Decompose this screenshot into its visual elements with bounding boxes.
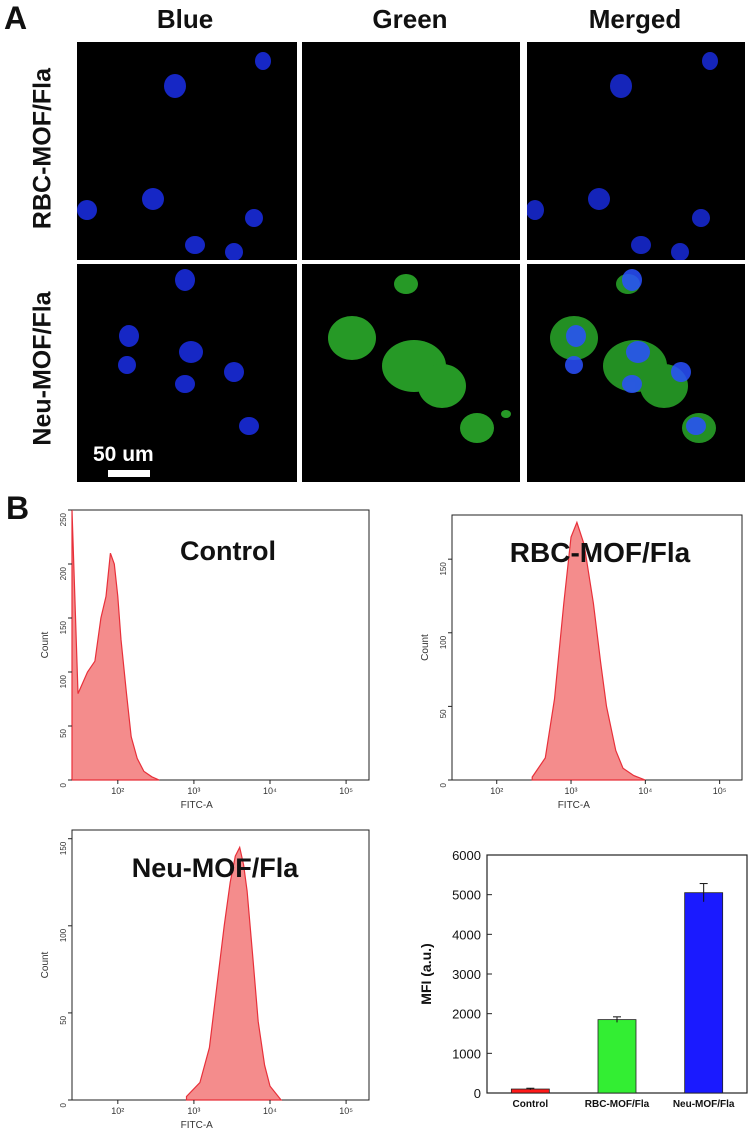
histogram-0-xlabel: FITC-A bbox=[181, 800, 214, 811]
scale-bar-label: 50 um bbox=[93, 443, 154, 466]
panel-a-letter: A bbox=[4, 0, 28, 36]
mfi-ytick-label-2: 2000 bbox=[452, 1007, 481, 1022]
histogram-0-xtick-label-2: 10⁴ bbox=[263, 786, 277, 796]
mfi-ytick-label-3: 3000 bbox=[452, 967, 481, 982]
histogram-2-ytick-label-3: 150 bbox=[59, 841, 68, 855]
mfi-xtick-label-1: RBC-MOF/Fla bbox=[585, 1099, 650, 1110]
mfi-xtick-label-0: Control bbox=[513, 1099, 549, 1110]
histogram-2-xlabel: FITC-A bbox=[181, 1120, 214, 1131]
histogram-0-xtick-label-1: 10³ bbox=[187, 786, 200, 796]
histogram-1-ytick-label-3: 150 bbox=[439, 562, 448, 576]
histogram-1-xtick-label-3: 10⁵ bbox=[713, 786, 727, 796]
histogram-0-ytick-label-0: 0 bbox=[59, 782, 68, 787]
histogram-0-ytick-label-5: 250 bbox=[59, 512, 68, 526]
histogram-0-xtick-label-3: 10⁵ bbox=[339, 786, 353, 796]
histogram-0-ylabel: Count bbox=[40, 631, 51, 658]
histogram-2-ytick-label-0: 0 bbox=[59, 1102, 68, 1107]
column-header-blue: Blue bbox=[156, 4, 214, 34]
micrograph-rbc-green bbox=[302, 42, 520, 260]
mfi-ytick-label-1: 1000 bbox=[452, 1046, 481, 1061]
histogram-1-ytick-label-1: 50 bbox=[439, 709, 448, 718]
histogram-1-ylabel: Count bbox=[420, 634, 431, 661]
histogram-2-area bbox=[185, 845, 283, 1101]
histogram-0-ytick-label-2: 100 bbox=[59, 674, 68, 688]
histogram-1-ytick-label-2: 100 bbox=[439, 635, 448, 649]
mfi-ytick-label-6: 6000 bbox=[452, 848, 481, 863]
histogram-1-ytick-label-0: 0 bbox=[439, 782, 448, 787]
histogram-1-xtick-label-1: 10³ bbox=[565, 786, 578, 796]
histogram-1-area bbox=[531, 520, 646, 781]
histogram-0-area bbox=[71, 509, 160, 781]
mfi-ytick-label-4: 4000 bbox=[452, 927, 481, 942]
histogram-0-ytick-label-4: 200 bbox=[59, 566, 68, 580]
panel-b-letter: B bbox=[6, 490, 30, 526]
micrograph-neu-green bbox=[302, 264, 520, 482]
column-header-merged: Merged bbox=[588, 4, 682, 34]
histogram-2-ytick-label-1: 50 bbox=[59, 1015, 68, 1024]
histogram-0-sample-label: Control bbox=[180, 536, 276, 566]
mfi-ylabel: MFI (a.u.) bbox=[418, 943, 434, 1004]
histogram-1-xlabel: FITC-A bbox=[558, 800, 591, 811]
mfi-ytick-label-5: 5000 bbox=[452, 888, 481, 903]
mfi-bar-2 bbox=[684, 892, 724, 1094]
micrograph-rbc-blue bbox=[77, 42, 297, 260]
histogram-0-xtick-label-0: 10² bbox=[111, 786, 124, 796]
histogram-2-ytick-label-2: 100 bbox=[59, 928, 68, 942]
histogram-0-ytick-label-1: 50 bbox=[59, 728, 68, 737]
histogram-2-xtick-label-0: 10² bbox=[111, 1106, 124, 1116]
micrograph-neu-merged bbox=[527, 264, 745, 482]
histogram-2-xtick-label-3: 10⁵ bbox=[339, 1106, 353, 1116]
histogram-0-ytick-label-3: 150 bbox=[59, 620, 68, 634]
histogram-1-sample-label: RBC-MOF/Fla bbox=[510, 537, 691, 568]
mfi-bar-1 bbox=[597, 1019, 637, 1094]
micrograph-neu-blue bbox=[77, 264, 297, 482]
column-header-green: Green bbox=[372, 4, 448, 34]
scale-bar bbox=[108, 470, 150, 477]
histogram-2-ylabel: Count bbox=[40, 951, 51, 978]
histogram-1-xtick-label-2: 10⁴ bbox=[638, 786, 652, 796]
mfi-xtick-label-2: Neu-MOF/Fla bbox=[673, 1099, 735, 1110]
histogram-2-sample-label: Neu-MOF/Fla bbox=[132, 853, 299, 883]
histogram-1-xtick-label-0: 10² bbox=[490, 786, 503, 796]
micrograph-rbc-merged bbox=[527, 42, 745, 260]
histogram-2-xtick-label-1: 10³ bbox=[187, 1106, 200, 1116]
mfi-ytick-label-0: 0 bbox=[474, 1086, 481, 1101]
histogram-2-xtick-label-2: 10⁴ bbox=[263, 1106, 277, 1116]
